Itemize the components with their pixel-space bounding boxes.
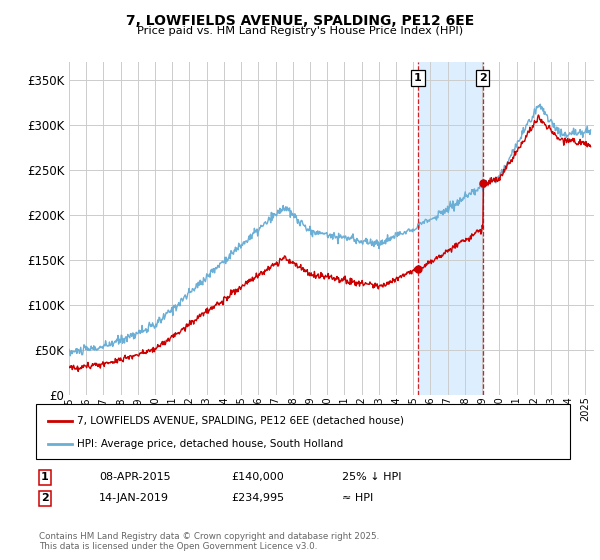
Text: Price paid vs. HM Land Registry's House Price Index (HPI): Price paid vs. HM Land Registry's House … [137,26,463,36]
Text: 1: 1 [414,73,422,83]
Text: 08-APR-2015: 08-APR-2015 [99,472,170,482]
Text: 1: 1 [41,472,49,482]
Text: ≈ HPI: ≈ HPI [342,493,373,503]
Text: HPI: Average price, detached house, South Holland: HPI: Average price, detached house, Sout… [77,438,343,449]
Text: Contains HM Land Registry data © Crown copyright and database right 2025.
This d: Contains HM Land Registry data © Crown c… [39,532,379,551]
Text: 25% ↓ HPI: 25% ↓ HPI [342,472,401,482]
Text: 14-JAN-2019: 14-JAN-2019 [99,493,169,503]
Text: £234,995: £234,995 [231,493,284,503]
Bar [418,62,483,395]
Text: 2: 2 [41,493,49,503]
Text: 7, LOWFIELDS AVENUE, SPALDING, PE12 6EE: 7, LOWFIELDS AVENUE, SPALDING, PE12 6EE [126,14,474,28]
Text: 7, LOWFIELDS AVENUE, SPALDING, PE12 6EE (detached house): 7, LOWFIELDS AVENUE, SPALDING, PE12 6EE … [77,416,404,426]
Text: 2: 2 [479,73,487,83]
Text: £140,000: £140,000 [231,472,284,482]
